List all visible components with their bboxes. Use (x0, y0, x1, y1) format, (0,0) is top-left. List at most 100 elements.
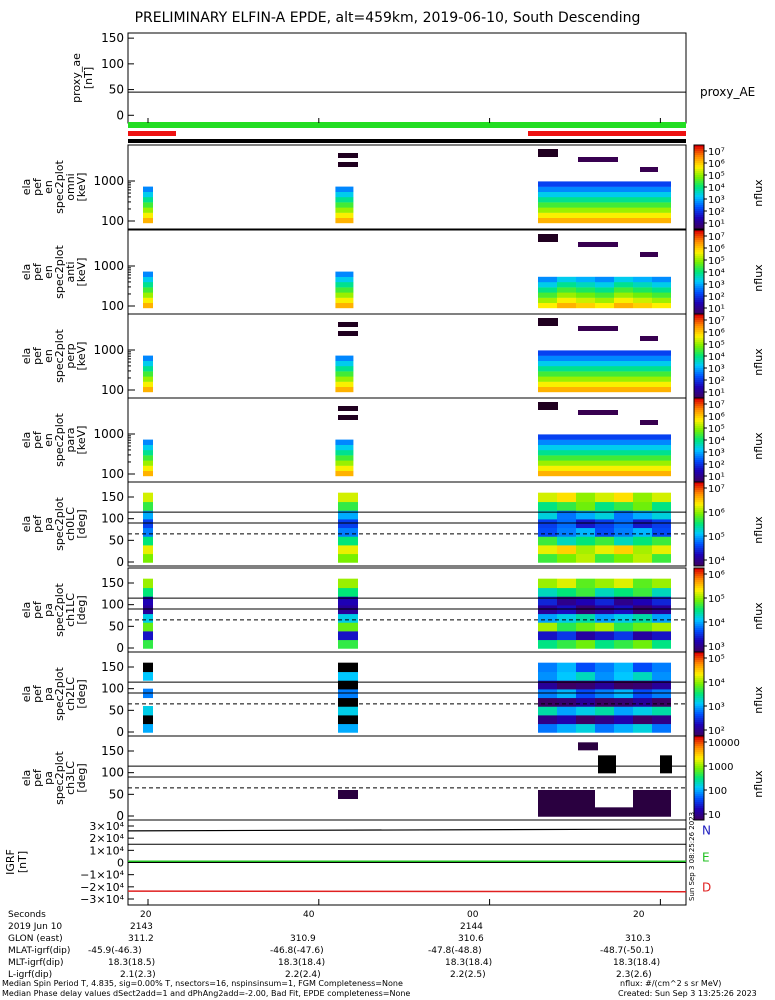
colorbar-swatch (694, 540, 704, 543)
pitch-angle-cell (614, 630, 633, 641)
y-tick-label: 0 (116, 555, 124, 569)
colorbar-swatch (694, 748, 704, 751)
colorbar-swatch (694, 478, 704, 481)
spectrogram-cell (335, 450, 354, 456)
pitch-angle-cell (338, 697, 358, 707)
pitch-angle-cell (576, 536, 595, 546)
colorbar-swatch (694, 217, 704, 220)
spectrogram-cell (614, 297, 633, 303)
y-tick-label: 150 (101, 660, 124, 674)
pitch-angle-cell (633, 587, 652, 597)
colorbar (693, 144, 707, 230)
colorbar-swatch (694, 368, 704, 371)
spectrogram-cell (143, 217, 153, 224)
colorbar-swatch (694, 780, 704, 783)
pitch-angle-cell (598, 755, 616, 774)
spectrogram-cell (633, 434, 652, 440)
colorbar-tick-label: 10² (708, 292, 725, 303)
colorbar-swatch (694, 618, 704, 621)
colorbar-swatch (694, 302, 704, 305)
colorbar-swatch (694, 612, 704, 615)
colorbar-swatch (694, 145, 704, 148)
colorbar-swatch (694, 734, 704, 737)
spectrogram-cell (557, 470, 576, 477)
colorbar-swatch (694, 404, 704, 407)
colorbar-swatch (694, 684, 704, 687)
spectrogram-cell (614, 439, 633, 445)
colorbar-swatch (694, 770, 704, 773)
colorbar-swatch (694, 490, 704, 493)
pitch-angle-cell (652, 622, 671, 632)
spectrogram-cell (633, 197, 652, 203)
colorbar-swatch (694, 296, 704, 299)
footer-value: 2144 (460, 922, 483, 932)
colorbar-tick-label: 10000 (708, 738, 740, 749)
colorbar-swatch (694, 652, 704, 655)
spectrogram-cell (595, 434, 614, 440)
pitch-angle-cell (595, 714, 614, 725)
colorbar-swatch (694, 402, 704, 405)
y-tick-label: 50 (109, 619, 124, 633)
pitch-angle-cell (143, 587, 153, 597)
y-tick-label: 1000 (93, 174, 124, 188)
y-tick-label: −3×10⁴ (80, 893, 124, 906)
colorbar-swatch (694, 157, 704, 160)
colorbar-swatch (694, 256, 704, 259)
spectrogram-cell (538, 197, 557, 203)
colorbar-swatch (694, 528, 704, 531)
spectrogram-cell (335, 371, 354, 377)
pitch-angle-cell (614, 706, 633, 716)
spectrogram-cell (338, 415, 358, 420)
spectrogram-cell (538, 149, 558, 157)
pitch-angle-cell (576, 714, 595, 725)
colorbar-swatch (694, 792, 704, 795)
colorbar-swatch (694, 818, 704, 821)
spectrogram-cell (614, 460, 633, 466)
colorbar-swatch (694, 262, 704, 265)
spectrogram-cell (633, 191, 652, 198)
spectrogram-cell (576, 292, 595, 298)
pitch-angle-ylabel: spec2plot (53, 667, 66, 721)
colorbar-swatch (694, 163, 704, 166)
colorbar-swatch (694, 456, 704, 459)
spectrogram-cell (614, 386, 633, 393)
pitch-angle-cell (338, 613, 358, 623)
colorbar-swatch (694, 450, 704, 453)
pitch-angle-cell (633, 697, 652, 707)
spectrogram-cell (143, 386, 153, 393)
spectrogram-cell (557, 297, 576, 303)
spectrogram-cell (633, 181, 652, 187)
pitch-angle-cell (652, 544, 671, 555)
spectrogram-cell (143, 455, 153, 461)
colorbar-swatch (694, 750, 704, 753)
colorbar-swatch (694, 628, 704, 631)
pitch-angle-cell (143, 622, 153, 632)
pitch-angle-cell (557, 790, 576, 800)
spectrogram-cell (557, 181, 576, 187)
pitch-angle-cell (143, 613, 153, 623)
spectrogram-cell (633, 386, 652, 393)
colorbar (693, 651, 707, 737)
colorbar-swatch (694, 203, 704, 206)
pitch-angle-ylabel: ch2LC (64, 677, 77, 711)
spectrogram-cell (652, 292, 671, 298)
pitch-angle-cell (576, 680, 595, 690)
colorbar-swatch (694, 266, 704, 269)
pitch-angle-cell (143, 630, 153, 641)
pitch-angle-ylabel: ch1LC (64, 593, 77, 627)
spectrogram-cell (633, 276, 652, 283)
spectrogram-cell (576, 465, 595, 471)
pitch-angle-cell (143, 527, 153, 537)
spectrogram-ylabel: spec2plot (53, 329, 66, 383)
igrf-n-series (127, 828, 687, 832)
pitch-angle-cell (614, 622, 633, 632)
pitch-angle-cell (538, 510, 557, 520)
colorbar-swatch (694, 195, 704, 198)
colorbar-swatch (694, 586, 704, 589)
spectrogram-cell (633, 439, 652, 445)
pitch-angle-cell (595, 536, 614, 546)
colorbar-swatch (694, 223, 704, 226)
colorbar-swatch (694, 201, 704, 204)
pitch-angle-cell (557, 630, 576, 641)
pitch-angle-cell (338, 544, 358, 555)
